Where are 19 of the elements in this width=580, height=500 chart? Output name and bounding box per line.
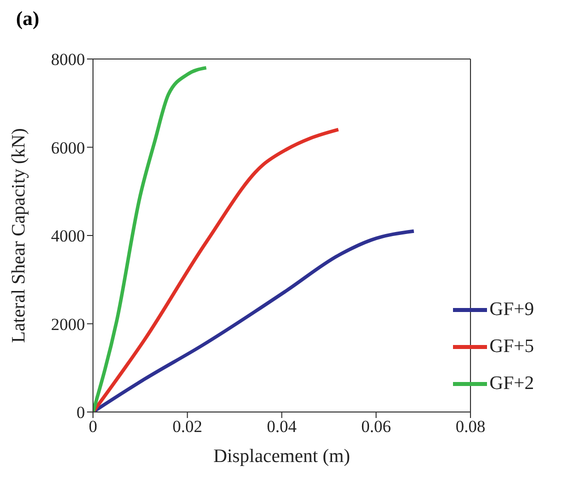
y-tick-label: 8000 (51, 50, 85, 70)
legend-label: GF+9 (489, 298, 534, 320)
x-tick-label: 0.04 (266, 417, 298, 436)
x-tick-label: 0.02 (172, 417, 202, 436)
line-series (93, 229, 416, 412)
y-tick-label: 2000 (51, 314, 85, 334)
legend-label: GF+2 (489, 372, 534, 394)
line-series (93, 128, 340, 412)
x-tick-label: 0.08 (456, 417, 486, 436)
chart-title: (a) (16, 8, 40, 31)
y-tick-label: 0 (76, 403, 85, 422)
y-axis-title: Lateral Shear Capacity (kN) (8, 128, 30, 343)
x-tick-label: 0 (88, 417, 98, 436)
line-series (93, 66, 208, 412)
y-tick-label: 6000 (51, 138, 85, 158)
legend-label: GF+5 (489, 336, 534, 358)
x-tick-label: 0.06 (361, 417, 391, 436)
x-axis-title: Displacement (m) (213, 446, 350, 467)
y-tick-label: 4000 (51, 226, 85, 246)
